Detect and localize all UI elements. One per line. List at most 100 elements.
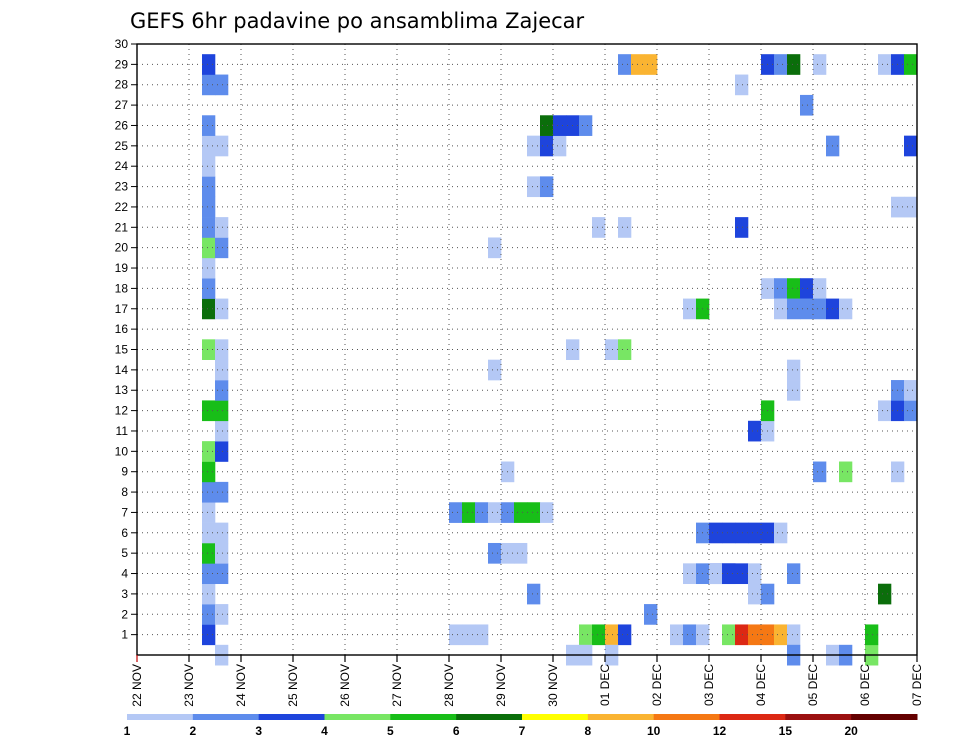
precip-cell [774,54,788,75]
colorbar-swatch [522,714,589,720]
precip-cell [553,135,567,157]
precip-cell [202,156,216,177]
precip-cell [683,624,697,646]
precip-cell [800,94,814,116]
y-tick-label: 24 [115,159,129,173]
precip-cell [215,135,229,157]
precip-cell [865,624,879,646]
colorbar-label: 20 [844,724,858,738]
y-tick-label: 17 [115,302,129,316]
colorbar-swatch [258,714,325,720]
y-tick-label: 23 [115,180,129,194]
precip-cell [215,217,229,238]
colorbar-label: 4 [321,724,328,738]
precip-cell [215,522,229,544]
colorbar-swatch [127,714,194,720]
precip-cell [774,278,788,299]
precip-cell [787,54,801,75]
colorbar-label: 8 [584,724,591,738]
precip-cell [202,339,216,360]
x-tick-label: 05 DEC [806,664,820,706]
precip-cell [683,298,697,320]
y-tick-label: 13 [115,383,129,397]
precip-cell [709,522,723,544]
precip-cell [774,624,788,646]
precip-cell [813,298,827,320]
y-tick-label: 14 [115,363,129,377]
precip-cell [540,135,554,157]
precip-cell [878,54,892,75]
precip-cell [579,115,593,136]
precip-cell [605,339,619,360]
x-tick-label: 01 DEC [598,664,612,706]
precip-cell [553,115,567,136]
precip-cell [774,522,788,544]
y-tick-label: 6 [121,526,128,540]
colorbar-swatch [785,714,852,720]
colorbar-label: 5 [387,724,394,738]
precip-cell [202,54,216,75]
precip-cell [592,217,606,238]
precip-cell [514,542,528,564]
precip-cell [748,563,762,585]
precip-cell [787,380,801,401]
y-tick-label: 10 [115,444,129,458]
precip-cell [579,624,593,646]
colorbar-swatch [719,714,786,720]
colorbar-swatch [390,714,457,720]
precip-cell [722,522,736,544]
y-tick-label: 21 [115,220,129,234]
precip-cell [215,237,229,259]
precip-cell [202,563,216,585]
precip-cell [813,461,827,483]
precip-cell [683,563,697,585]
colorbar-swatch [324,714,391,720]
precip-cell [748,420,762,442]
y-tick-label: 2 [121,607,128,621]
colorbar-label: 7 [519,724,526,738]
y-tick-label: 29 [115,57,129,71]
precip-cell [722,563,736,585]
precip-cell [202,298,216,320]
y-tick-label: 12 [115,404,129,418]
precip-cell [202,522,216,544]
precip-cell [709,563,723,585]
precip-cell [527,502,541,523]
precip-cell [735,522,749,544]
colorbar-label: 12 [713,724,727,738]
precip-cell [215,542,229,564]
precip-cell [215,380,229,401]
grid-layer [137,43,917,655]
precip-cell [618,339,632,360]
precip-cell [202,217,216,238]
precip-cell [800,278,814,299]
colorbar-label: 6 [453,724,460,738]
precip-cell [202,542,216,564]
x-tick-label: 22 NOV [130,664,144,707]
precip-cell [735,217,749,238]
precip-cell [202,441,216,462]
precip-cell [787,298,801,320]
precip-cell [488,359,502,381]
precip-cell [722,624,736,646]
y-tick-label: 27 [115,98,129,112]
colorbar-label: 15 [779,724,793,738]
precip-cell [839,298,853,320]
colorbar-label: 2 [189,724,196,738]
x-tick-label: 23 NOV [182,664,196,707]
precip-cell [592,624,606,646]
colorbar-label: 1 [124,724,131,738]
y-tick-label: 1 [121,628,128,642]
precip-cell [813,278,827,299]
y-tick-label: 19 [115,261,129,275]
x-axis: 22 NOV 23 NOV 24 NOV 25 NOV 26 NOV 27 NOV 28 N… [130,655,924,707]
colorbar-swatch [851,714,918,720]
precip-cell [202,461,216,483]
precip-cell [813,54,827,75]
y-axis: 1234567891011121314151617181920212223242… [115,37,137,642]
x-tick-label: 25 NOV [286,664,300,707]
precip-cell [670,624,684,646]
colorbar-swatch [192,714,260,720]
y-tick-label: 25 [115,139,129,153]
x-tick-label: 29 NOV [494,664,508,707]
